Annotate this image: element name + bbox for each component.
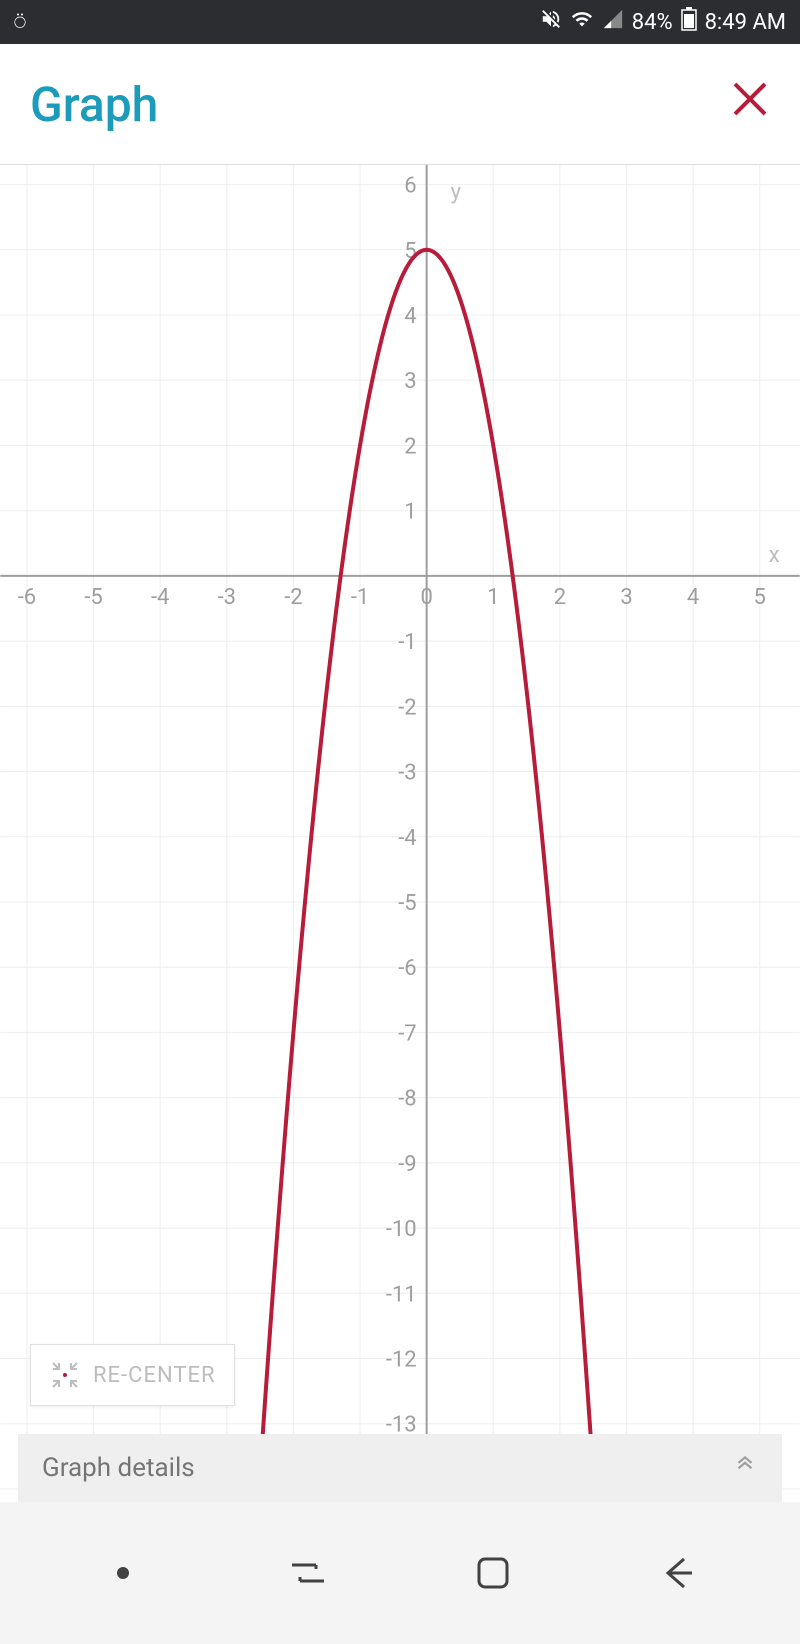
svg-text:-5: -5 [84,585,102,610]
svg-text:2: 2 [554,585,566,610]
wifi-icon [570,8,594,36]
battery-icon [681,7,697,37]
svg-text:-1: -1 [398,630,416,655]
svg-text:-10: -10 [386,1217,417,1242]
svg-text:-2: -2 [284,585,302,610]
svg-text:-4: -4 [398,826,416,851]
recenter-icon [49,1359,81,1391]
close-button[interactable] [730,79,770,130]
recents-icon [286,1551,330,1595]
signal-icon [602,8,624,36]
svg-text:4: 4 [404,304,416,329]
chevron-up-icon [732,1452,758,1485]
battery-pct: 84% [632,10,673,35]
svg-text:-6: -6 [398,956,416,981]
graph-area[interactable]: -6-5-4-3-2-1012345654321-1-2-3-4-5-6-7-8… [0,164,800,1502]
nav-recents-button[interactable] [278,1543,338,1603]
svg-text:-3: -3 [218,585,236,610]
svg-text:-9: -9 [398,1152,416,1177]
nav-dot-button[interactable] [93,1543,153,1603]
svg-text:-5: -5 [398,891,416,916]
mute-icon [540,8,562,36]
nav-back-button[interactable] [648,1543,708,1603]
svg-text:-6: -6 [18,585,36,610]
svg-text:-7: -7 [398,1021,416,1046]
status-bar: ⍥ 84% 8:49 AM [0,0,800,44]
svg-text:-3: -3 [398,761,416,786]
svg-text:-4: -4 [151,585,169,610]
recenter-label: RE-CENTER [93,1363,216,1388]
svg-text:4: 4 [687,585,699,610]
svg-text:-12: -12 [386,1348,417,1373]
svg-text:y: y [451,180,462,205]
graph-details-label: Graph details [42,1453,195,1483]
svg-text:6: 6 [404,174,416,199]
back-icon [656,1551,700,1595]
svg-text:x: x [769,543,780,568]
status-left: ⍥ [14,10,24,34]
clock-time: 8:49 AM [705,10,786,35]
status-right: 84% 8:49 AM [540,7,786,37]
svg-text:-11: -11 [386,1282,417,1307]
recenter-button[interactable]: RE-CENTER [30,1344,235,1406]
nav-bar [0,1502,800,1644]
svg-text:2: 2 [404,434,416,459]
header: Graph [0,44,800,164]
svg-text:5: 5 [754,585,766,610]
nav-dot-icon [117,1567,129,1579]
nav-home-button[interactable] [463,1543,523,1603]
graph-canvas: -6-5-4-3-2-1012345654321-1-2-3-4-5-6-7-8… [0,165,800,1502]
svg-text:3: 3 [404,369,416,394]
graph-details-bar[interactable]: Graph details [18,1434,782,1502]
svg-text:-8: -8 [398,1087,416,1112]
home-icon [471,1551,515,1595]
svg-text:1: 1 [404,500,416,525]
svg-text:0: 0 [420,585,432,610]
svg-text:1: 1 [487,585,499,610]
svg-text:-1: -1 [351,585,369,610]
close-icon [730,79,770,119]
page-title: Graph [30,76,158,133]
svg-text:-2: -2 [398,695,416,720]
voicemail-icon: ⍥ [14,10,24,34]
svg-text:3: 3 [620,585,632,610]
